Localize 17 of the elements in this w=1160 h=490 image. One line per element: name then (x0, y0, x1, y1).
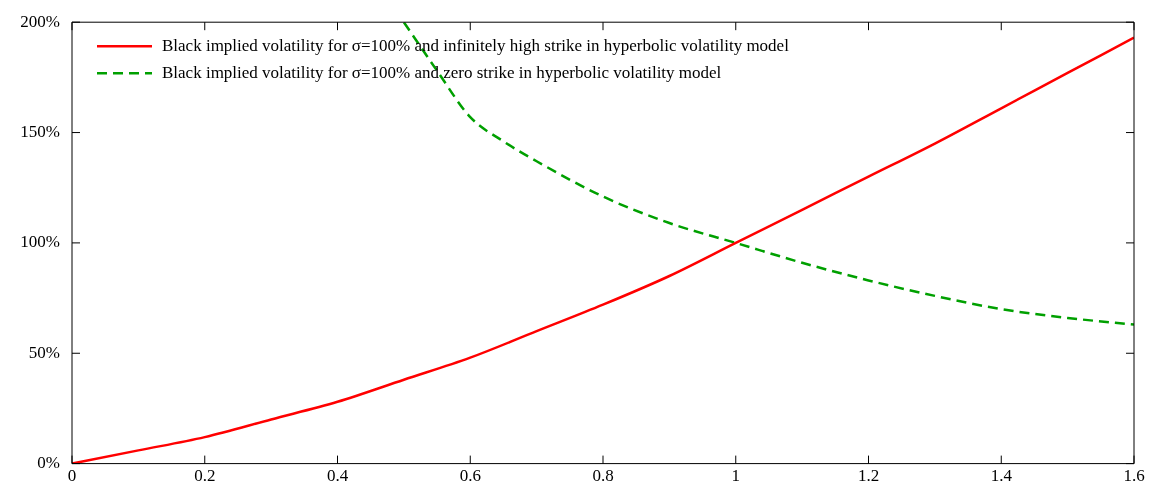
x-tick-label: 1 (731, 466, 740, 486)
line-series (72, 36, 1134, 464)
x-tick-label: 0.2 (194, 466, 216, 486)
y-tick-label: 150% (20, 122, 60, 142)
legend-label: Black implied volatility for σ=100% and zero strike in hyperbolic volatility model (162, 62, 722, 82)
x-tick-label: 0 (67, 466, 77, 486)
x-tick-label: 0.4 (326, 466, 349, 486)
legend-label: Black implied volatility for σ=100% and infinitely high strike in hyperbolic volatility model (162, 35, 790, 55)
x-tick-label: 1.4 (990, 466, 1013, 486)
x-tick-label: 1.6 (1123, 466, 1145, 486)
y-tick-label: 50% (28, 342, 60, 362)
y-tick-label: 100% (20, 232, 60, 252)
y-tick-label: 200% (20, 11, 60, 31)
y-tick-label: 0% (37, 453, 60, 473)
x-tick-label: 1.2 (857, 466, 880, 486)
x-tick-label: 0.8 (592, 466, 614, 486)
x-tick-label: 0.6 (459, 466, 481, 486)
